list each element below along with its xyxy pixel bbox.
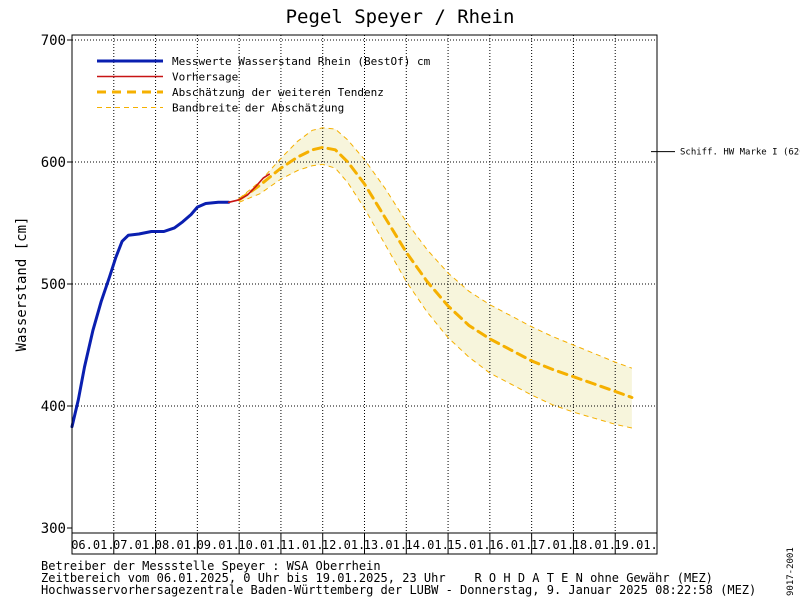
x-tick-label: 09.01. [197, 538, 240, 552]
legend-label: Vorhersage [172, 71, 238, 84]
footer-time-range: Zeitbereich vom 06.01.2025, 0 Uhr bis 19… [41, 571, 713, 585]
reference-label: Schiff. HW Marke I (620c [680, 148, 800, 158]
y-axis-label: Wasserstand [cm] [14, 217, 30, 352]
footer-operator: Betreiber der Messstelle Speyer : WSA Ob… [41, 559, 381, 573]
band-lower-line [238, 163, 633, 429]
legend-label: Abschätzung der weiteren Tendenz [172, 86, 384, 99]
band-fill [239, 127, 632, 429]
x-tick-label: 19.01. [614, 538, 657, 552]
x-tick-label: 11.01. [280, 538, 323, 552]
x-tick-label: 10.01. [238, 538, 281, 552]
chart-title: Pegel Speyer / Rhein [286, 6, 515, 28]
x-tick-label: 18.01. [573, 538, 616, 552]
axis-layer: 06.01.07.01.08.01.09.01.10.01.11.01.12.0… [41, 33, 658, 555]
footer-provider: Hochwasservorhersagezentrale Baden-Württ… [41, 583, 756, 597]
x-tick-label: 15.01. [447, 538, 490, 552]
y-tick-label: 300 [41, 521, 66, 537]
footer-code: 9017-2001 [786, 547, 796, 596]
x-tick-label: 07.01. [113, 538, 156, 552]
y-tick-label: 700 [41, 33, 66, 49]
x-tick-label: 08.01. [155, 538, 198, 552]
x-tick-label: 16.01. [489, 538, 532, 552]
tendency-line [237, 145, 634, 399]
y-tick-label: 600 [41, 155, 66, 171]
legend-label: Messwerte Wasserstand Rhein (BestOf) cm [172, 55, 431, 68]
x-tick-label: 06.01. [71, 538, 114, 552]
x-tick-label: 12.01. [322, 538, 365, 552]
legend-label: Bandbreite der Abschätzung [172, 102, 344, 115]
band-upper-line [238, 127, 633, 369]
series-layer [70, 127, 634, 429]
y-tick-label: 400 [41, 399, 66, 415]
grid-layer [72, 35, 657, 533]
forecast-line [227, 173, 271, 204]
measured-line [70, 200, 231, 429]
x-tick-label: 13.01. [364, 538, 407, 552]
y-tick-label: 500 [41, 277, 66, 293]
reference-marker: Schiff. HW Marke I (620c [651, 148, 800, 158]
x-tick-label: 14.01. [405, 538, 448, 552]
band-layer [239, 127, 632, 429]
x-tick-label: 17.01. [531, 538, 574, 552]
legend: Messwerte Wasserstand Rhein (BestOf) cm V… [97, 55, 431, 115]
